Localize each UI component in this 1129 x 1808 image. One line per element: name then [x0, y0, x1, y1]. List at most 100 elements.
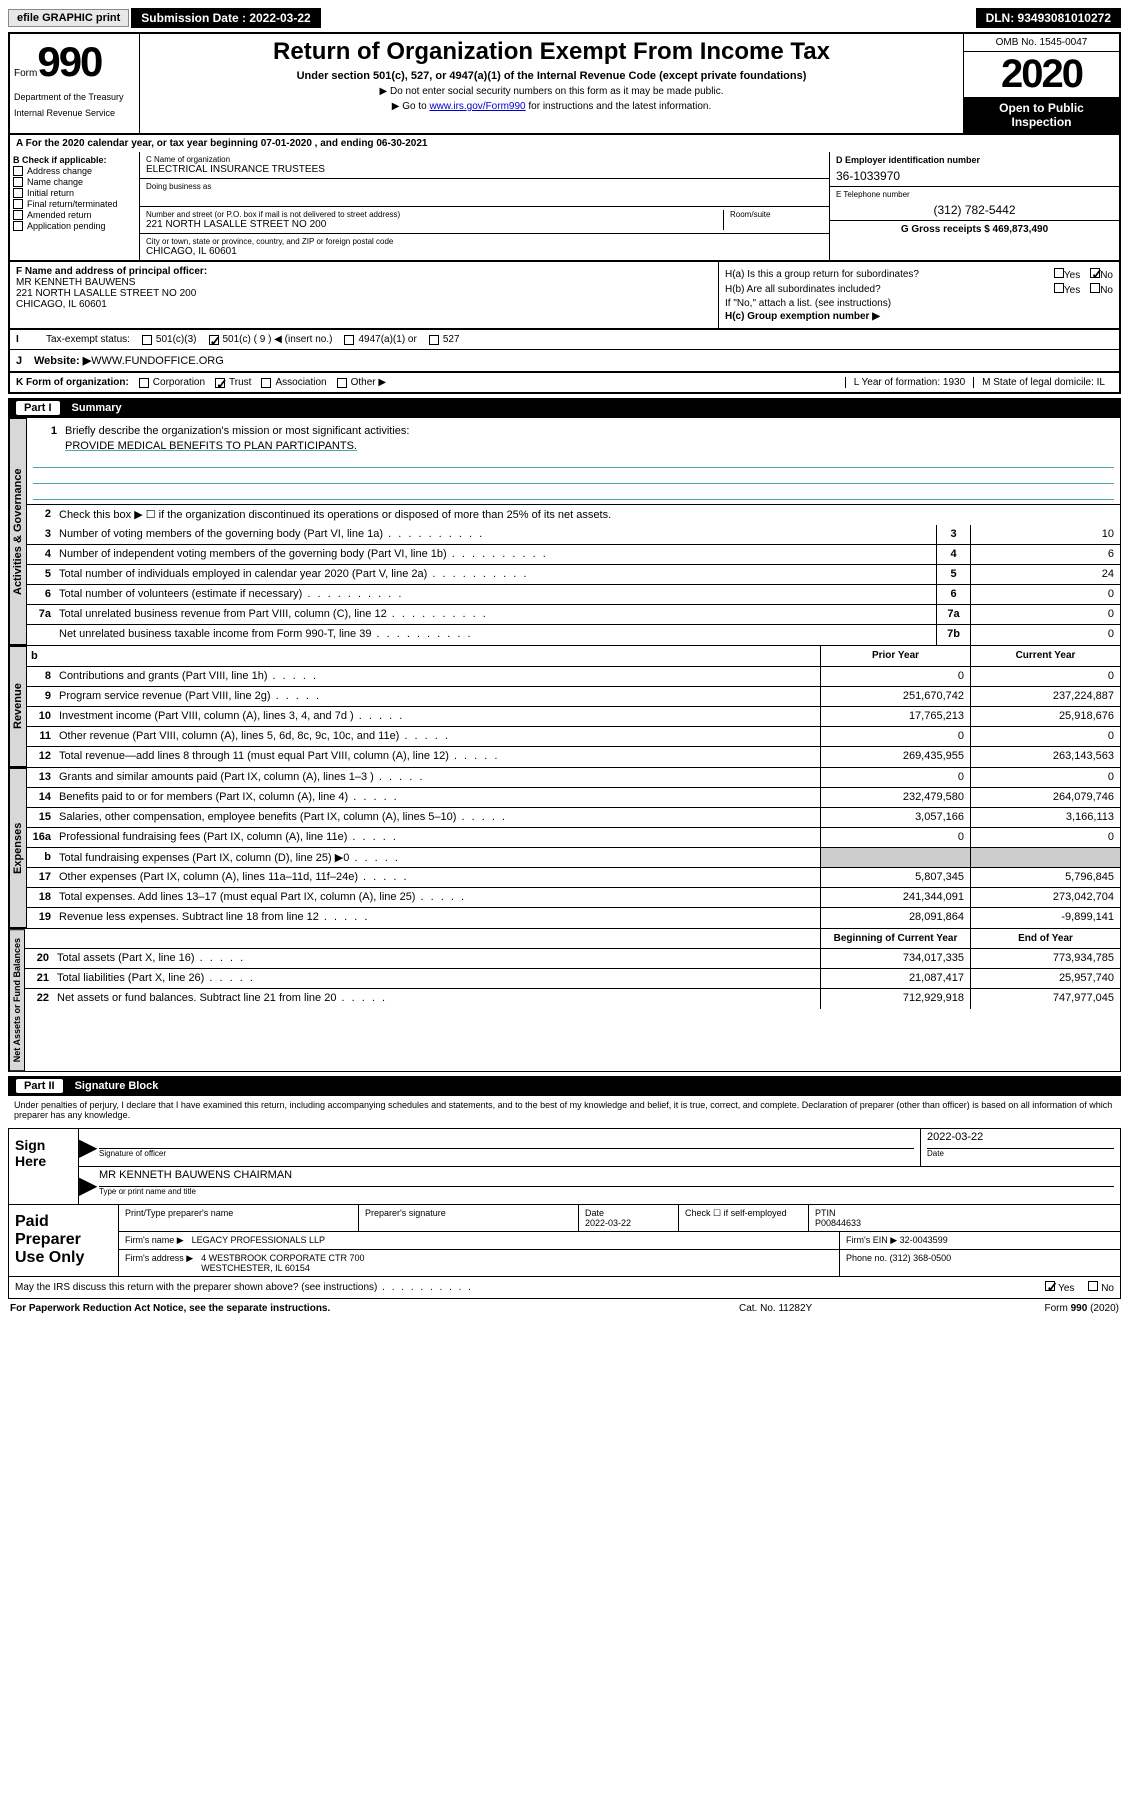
line-num: 20 [25, 949, 53, 968]
self-employed-check[interactable]: Check ☐ if self-employed [685, 1208, 802, 1219]
part1-title: Summary [72, 402, 122, 414]
part2-label: Part II [16, 1079, 63, 1093]
irs-link[interactable]: www.irs.gov/Form990 [429, 101, 525, 112]
prior-val: 712,929,918 [820, 989, 970, 1009]
preparer-title: Paid Preparer Use Only [9, 1205, 119, 1276]
check-amended[interactable]: Amended return [13, 210, 136, 220]
part1-header: Part I Summary [8, 398, 1121, 418]
check-address-change[interactable]: Address change [13, 166, 136, 176]
ha-yes[interactable]: Yes [1054, 268, 1080, 281]
k-trust[interactable]: Trust [215, 377, 251, 388]
table-row: 19 Revenue less expenses. Subtract line … [27, 908, 1120, 928]
current-val: 263,143,563 [970, 747, 1120, 767]
gross-receipts: G Gross receipts $ 469,873,490 [836, 224, 1113, 235]
sign-here-section: Sign Here ▶ Signature of officer 2022-03… [8, 1128, 1121, 1205]
ha-no[interactable]: No [1090, 268, 1113, 281]
discuss-row: May the IRS discuss this return with the… [8, 1277, 1121, 1299]
discuss-no[interactable]: No [1088, 1281, 1114, 1294]
instruct2-pre: ▶ Go to [392, 101, 430, 112]
line-num: 7a [27, 605, 55, 624]
tax-501c3[interactable]: 501(c)(3) [142, 334, 197, 345]
prior-val: 734,017,335 [820, 949, 970, 968]
firm-name: LEGACY PROFESSIONALS LLP [192, 1235, 325, 1246]
firm-ein-label: Firm's EIN ▶ [846, 1235, 897, 1245]
phone-label: Phone no. [846, 1253, 887, 1263]
prior-year-hdr: Prior Year [820, 646, 970, 666]
table-row: 22 Net assets or fund balances. Subtract… [25, 989, 1120, 1009]
tax-501c[interactable]: 501(c) ( 9 ) ◀ (insert no.) [209, 334, 333, 345]
discuss-yes[interactable]: Yes [1045, 1281, 1074, 1294]
sig-arrow-icon: ▶ [79, 1129, 93, 1166]
tax-4947[interactable]: 4947(a)(1) or [344, 334, 416, 345]
dept-irs: Internal Revenue Service [14, 108, 135, 118]
hb-no[interactable]: No [1090, 283, 1113, 296]
check-name-change[interactable]: Name change [13, 177, 136, 187]
section-a-year: A For the 2020 calendar year, or tax yea… [8, 135, 1121, 152]
line-text: Total fundraising expenses (Part IX, col… [55, 848, 820, 867]
efile-print-button[interactable]: efile GRAPHIC print [8, 9, 129, 27]
m-state: M State of legal domicile: IL [973, 377, 1113, 388]
netassets-vlabel: Net Assets or Fund Balances [9, 929, 25, 1071]
line-text: Total number of individuals employed in … [55, 565, 936, 584]
form-subtitle: Under section 501(c), 527, or 4947(a)(1)… [148, 70, 955, 82]
governance-vlabel: Activities & Governance [9, 418, 27, 645]
instruction-2: ▶ Go to www.irs.gov/Form990 for instruct… [148, 101, 955, 112]
officer-name-title: MR KENNETH BAUWENS CHAIRMAN [99, 1169, 1114, 1187]
revenue-vlabel: Revenue [9, 646, 27, 767]
line-text: Salaries, other compensation, employee b… [55, 808, 820, 827]
officer-addr1: 221 NORTH LASALLE STREET NO 200 [16, 288, 712, 299]
e-label: E Telephone number [836, 190, 1113, 199]
prior-val: 28,091,864 [820, 908, 970, 928]
table-row: Net unrelated business taxable income fr… [27, 625, 1120, 645]
table-row: 10 Investment income (Part VIII, column … [27, 707, 1120, 727]
line-text: Total liabilities (Part X, line 26) [53, 969, 820, 988]
sign-here-label: Sign Here [9, 1129, 79, 1204]
line-num: 10 [27, 707, 55, 726]
k-corporation[interactable]: Corporation [139, 377, 205, 388]
line-val: 24 [970, 565, 1120, 584]
current-val: 25,957,740 [970, 969, 1120, 988]
check-final-return[interactable]: Final return/terminated [13, 199, 136, 209]
section-a: B Check if applicable: Address change Na… [8, 152, 1121, 262]
table-row: 12 Total revenue—add lines 8 through 11 … [27, 747, 1120, 767]
line-2-text: Check this box ▶ ☐ if the organization d… [55, 505, 1120, 525]
line-box: 5 [936, 565, 970, 584]
check-application-pending[interactable]: Application pending [13, 221, 136, 231]
line-num: 9 [27, 687, 55, 706]
instruct2-post: for instructions and the latest informat… [526, 101, 712, 112]
top-bar: efile GRAPHIC print Submission Date : 20… [8, 8, 1121, 28]
paperwork-notice: For Paperwork Reduction Act Notice, see … [10, 1303, 739, 1314]
line-val: 10 [970, 525, 1120, 544]
prior-val: 3,057,166 [820, 808, 970, 827]
website-row: J Website: ▶ WWW.FUNDOFFICE.ORG [8, 349, 1121, 373]
street-address: 221 NORTH LASALLE STREET NO 200 [146, 219, 723, 230]
line-val: 0 [970, 585, 1120, 604]
dba-label: Doing business as [146, 182, 823, 191]
line-num: 18 [27, 888, 55, 907]
line-num: 5 [27, 565, 55, 584]
k-association[interactable]: Association [261, 377, 326, 388]
table-row: b Total fundraising expenses (Part IX, c… [27, 848, 1120, 868]
current-val: 3,166,113 [970, 808, 1120, 827]
line-box: 6 [936, 585, 970, 604]
tax-527[interactable]: 527 [429, 334, 460, 345]
footer: For Paperwork Reduction Act Notice, see … [8, 1299, 1121, 1318]
k-other[interactable]: Other ▶ [337, 377, 386, 388]
d-label: D Employer identification number [836, 155, 1113, 165]
line-1-text: Briefly describe the organization's miss… [61, 422, 1114, 440]
tax-year: 2020 [964, 52, 1119, 97]
org-name: ELECTRICAL INSURANCE TRUSTEES [146, 164, 823, 175]
check-initial-return[interactable]: Initial return [13, 188, 136, 198]
line-text: Contributions and grants (Part VIII, lin… [55, 667, 820, 686]
current-val: 747,977,045 [970, 989, 1120, 1009]
print-name-label: Print/Type preparer's name [125, 1208, 352, 1218]
current-val [970, 848, 1120, 867]
begin-year-hdr: Beginning of Current Year [820, 929, 970, 948]
prep-date-label: Date [585, 1208, 672, 1218]
hb-yes[interactable]: Yes [1054, 283, 1080, 296]
tax-exempt-row: I Tax-exempt status: 501(c)(3) 501(c) ( … [8, 330, 1121, 349]
prior-val: 251,670,742 [820, 687, 970, 706]
line-text: Revenue less expenses. Subtract line 18 … [55, 908, 820, 928]
form-number: 990 [37, 38, 101, 86]
room-label: Room/suite [730, 210, 823, 219]
